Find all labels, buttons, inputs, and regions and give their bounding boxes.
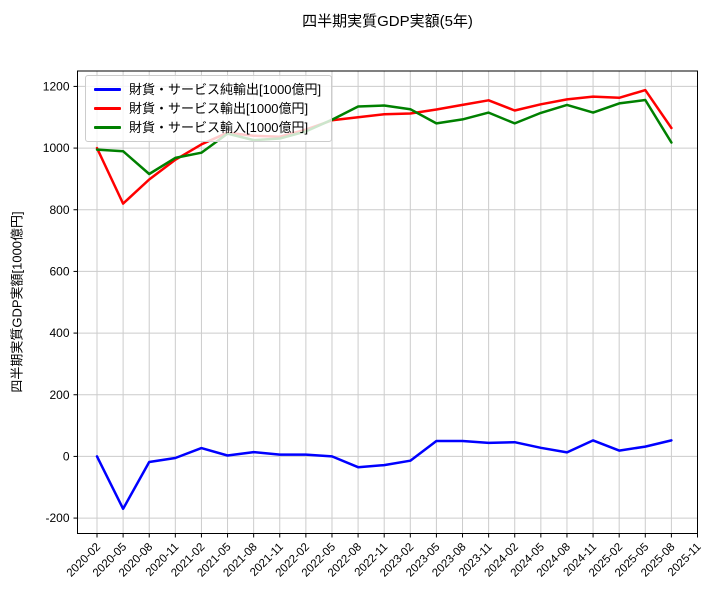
legend-line-swatch <box>94 126 121 129</box>
y-tick-label: 1000 <box>43 141 70 155</box>
y-tick-label: 200 <box>49 388 69 402</box>
y-tick-label: 1200 <box>43 79 70 93</box>
y-tick-label: 0 <box>63 449 70 463</box>
legend-label: 財貨・サービス輸出[1000億円] <box>129 101 309 116</box>
y-tick-label: 400 <box>49 326 69 340</box>
axes-spines <box>77 70 698 534</box>
series-line-1 <box>95 88 673 205</box>
legend-item: 財貨・サービス輸出[1000億円] <box>94 101 321 116</box>
y-tick-label: 800 <box>49 203 69 217</box>
legend-item: 財貨・サービス純輸出[1000億円] <box>94 82 321 97</box>
legend: 財貨・サービス純輸出[1000億円] 財貨・サービス輸出[1000億円] 財貨・サー… <box>85 75 333 142</box>
legend-line-swatch <box>94 88 121 91</box>
legend-label: 財貨・サービス純輸出[1000億円] <box>129 82 322 97</box>
y-tick-label: 600 <box>49 264 69 278</box>
chart-title: 四半期実質GDP実額(5年) <box>302 13 473 30</box>
series-line-2 <box>95 98 673 176</box>
series-line-0 <box>95 439 673 511</box>
y-tick-label: -200 <box>45 511 69 525</box>
legend-line-swatch <box>94 107 121 110</box>
legend-label: 財貨・サービス輸入[1000億円] <box>129 120 309 135</box>
legend-item: 財貨・サービス輸入[1000億円] <box>94 120 321 135</box>
